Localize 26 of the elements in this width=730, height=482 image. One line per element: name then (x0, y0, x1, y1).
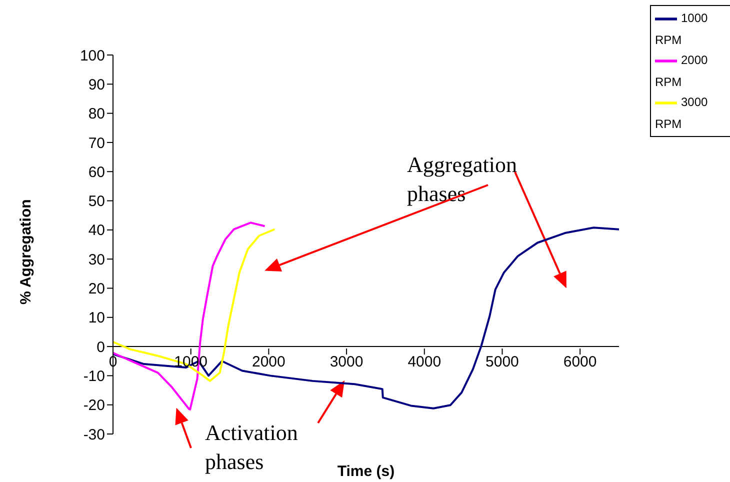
y-tick-label: 10 (88, 310, 105, 327)
x-tick-label: 2000 (252, 354, 286, 371)
y-tick-label: 90 (88, 76, 105, 94)
x-tick-label: 6000 (563, 354, 597, 371)
annotation: Activation phases (205, 420, 298, 474)
x-axis-title: Time (s) (337, 463, 395, 480)
y-tick-label: 20 (88, 280, 105, 298)
x-tick-label: 4000 (408, 354, 442, 371)
y-axis-title: % Aggregation (17, 199, 34, 304)
y-tick-label: 50 (88, 193, 105, 210)
y-tick-label: 100 (80, 47, 105, 64)
y-tick-label: 30 (88, 251, 105, 268)
y-tick-label: 0 (96, 338, 105, 356)
x-tick-label: 3000 (330, 354, 364, 371)
y-tick-label: 70 (88, 134, 105, 152)
legend-label: 2000 RPM (655, 53, 708, 89)
y-tick-label: 80 (88, 106, 105, 123)
y-tick-label: 60 (88, 164, 105, 181)
y-tick-label: -10 (83, 368, 105, 386)
y-tick-label: 40 (88, 222, 105, 240)
annotation: Aggregation phases (407, 152, 517, 206)
y-tick-label: -20 (83, 397, 105, 414)
legend-label: 1000 RPM (655, 11, 708, 47)
legend-label: 3000 RPM (655, 95, 708, 131)
x-tick-label: 5000 (486, 354, 519, 371)
y-tick-label: -30 (83, 426, 105, 444)
